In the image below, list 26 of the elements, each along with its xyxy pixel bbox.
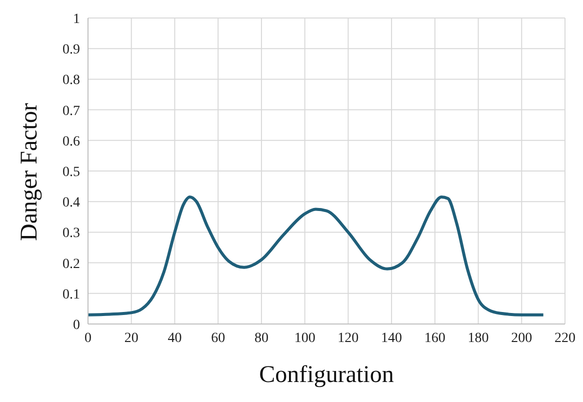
x-tick-label: 40: [168, 330, 182, 346]
x-tick-label: 100: [294, 330, 316, 346]
y-axis-title: Danger Factor: [16, 103, 43, 241]
y-tick-label: 0.6: [62, 134, 80, 150]
y-tick-label: 1: [73, 12, 80, 27]
y-tick-label: 0.8: [62, 73, 80, 88]
x-axis-title: Configuration: [259, 362, 394, 388]
x-tick-label: 0: [84, 330, 92, 346]
y-tick-label: 0.2: [62, 256, 80, 272]
x-tick-label: 60: [211, 330, 226, 346]
y-tick-label: 0.7: [62, 104, 80, 119]
y-tick-label: 0.9: [62, 42, 80, 58]
x-tick-label: 80: [254, 330, 268, 346]
x-tick-label: 220: [554, 330, 576, 346]
x-tick-label: 200: [511, 330, 532, 346]
x-tick-label: 180: [468, 330, 489, 346]
y-tick-label: 0.1: [62, 287, 80, 302]
y-tick-label: 0.3: [62, 226, 80, 242]
x-tick-label: 140: [381, 330, 402, 346]
line-series: [88, 196, 545, 316]
y-tick-label: 0.4: [62, 196, 80, 211]
x-tick-label: 20: [124, 330, 138, 346]
y-tick-label: 0: [73, 318, 80, 333]
x-tick-label: 120: [338, 330, 359, 346]
y-tick-label: 0.5: [62, 164, 80, 180]
x-tick-label: 160: [424, 330, 446, 346]
